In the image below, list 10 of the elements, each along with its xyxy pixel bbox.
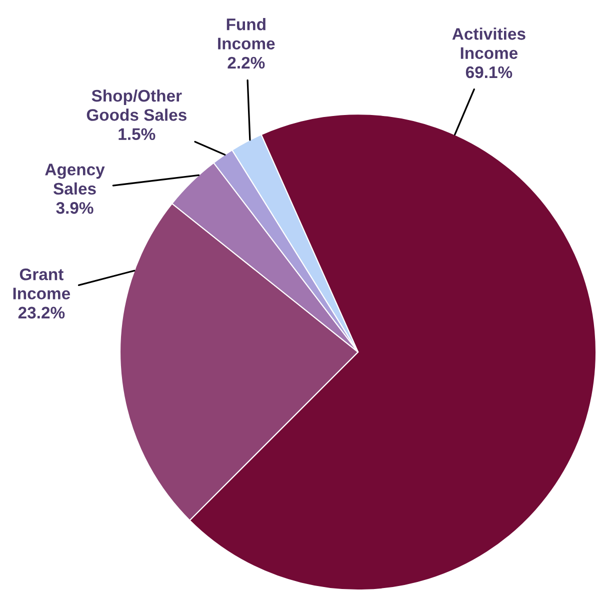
slice-label: Activities Income [452, 28, 526, 59]
slice-label: Fund Income [218, 18, 275, 50]
data-label: 1.5% [118, 128, 156, 140]
slice-label: Shop/Other Goods Sales [86, 89, 186, 121]
data-label: 69.1% [466, 66, 512, 78]
data-label: 23.2% [18, 306, 65, 319]
slice-label: Grant Income [13, 268, 70, 300]
data-label: 3.9% [56, 202, 94, 214]
data-label: 2.2% [228, 56, 265, 69]
slice-label: Agency Sales [45, 164, 105, 195]
